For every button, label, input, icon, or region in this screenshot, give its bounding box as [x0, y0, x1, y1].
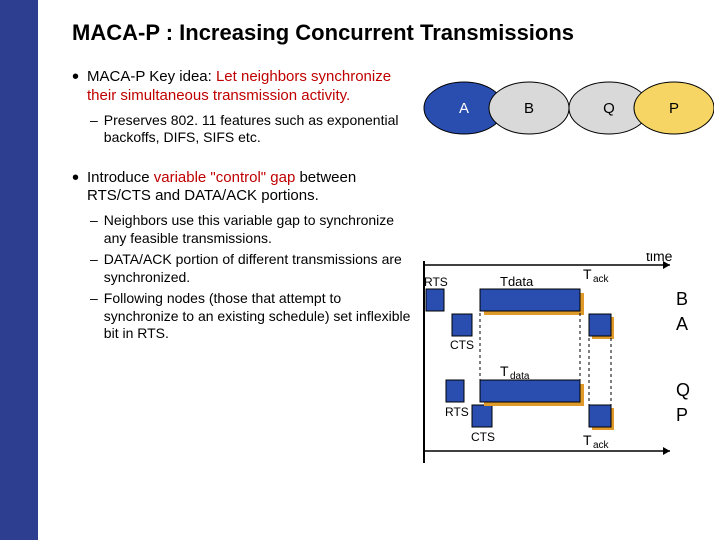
tack-top-sub: ack [593, 274, 610, 285]
dash-icon: – [90, 212, 98, 247]
nodes-diagram: ABQP [414, 78, 714, 148]
cts-label-2: CTS [471, 430, 495, 444]
dash-icon: – [90, 290, 98, 343]
arrow-icon [663, 447, 670, 455]
ack-1 [589, 314, 611, 336]
tdata-2-sub: data [510, 371, 530, 382]
data-1 [480, 289, 580, 311]
row-A: A [676, 314, 688, 334]
data-2 [480, 380, 580, 402]
diagram-col: ABQP timeRTSCTSTdataTackBARTSCTSTdataTac… [414, 68, 690, 347]
cts-1 [452, 314, 472, 336]
page-title: MACA-P : Increasing Concurrent Transmiss… [72, 20, 690, 46]
node-label-B: B [524, 100, 534, 117]
tdata-2: T [500, 363, 509, 379]
bullet-1: • MACA-P Key idea: Let neighbors synchro… [72, 68, 414, 106]
time-label: time [646, 253, 673, 264]
tack-top: T [583, 266, 592, 282]
b2-s1: Neighbors use this variable gap to synch… [104, 212, 414, 247]
dash-icon: – [90, 112, 98, 147]
rts-2 [446, 380, 464, 402]
slide-content: MACA-P : Increasing Concurrent Transmiss… [38, 0, 720, 540]
sub-bullet-1-1: – Preserves 802. 11 features such as exp… [90, 112, 414, 147]
sub-bullet-2-1: – Neighbors use this variable gap to syn… [90, 212, 414, 247]
ack-2 [589, 405, 611, 427]
tack-2-sub: ack [593, 440, 610, 451]
timeline-svg: timeRTSCTSTdataTackBARTSCTSTdataTackQP [404, 253, 714, 488]
b2-s3: Following nodes (those that attempt to s… [104, 290, 414, 343]
cts-label-1: CTS [450, 338, 474, 352]
tdata-label-1: Tdata [500, 274, 534, 289]
blue-sidebar [0, 0, 38, 540]
row-Q: Q [676, 380, 690, 400]
sub-bullet-2-2: – DATA/ACK portion of different transmis… [90, 251, 414, 286]
rts-label-2: RTS [445, 405, 469, 419]
b2-pre: Introduce [87, 169, 154, 186]
bullet-icon: • [72, 169, 79, 207]
bullet-1-text: MACA-P Key idea: Let neighbors synchroni… [87, 68, 414, 106]
row-P: P [676, 405, 688, 425]
row-B: B [676, 289, 688, 309]
bullet-2-text: Introduce variable "control" gap between… [87, 169, 414, 207]
b2-s2: DATA/ACK portion of different transmissi… [104, 251, 414, 286]
tack-2: T [583, 432, 592, 448]
node-label-Q: Q [603, 100, 615, 117]
timeline-diagram: timeRTSCTSTdataTackBARTSCTSTdataTackQP [404, 253, 714, 488]
node-label-A: A [459, 100, 469, 117]
bullet-2: • Introduce variable "control" gap betwe… [72, 169, 414, 207]
bullet-icon: • [72, 68, 79, 106]
cts-2 [472, 405, 492, 427]
b1-pre: MACA-P Key idea: [87, 68, 216, 85]
top-row: • MACA-P Key idea: Let neighbors synchro… [72, 68, 690, 347]
sub-bullet-2-3: – Following nodes (those that attempt to… [90, 290, 414, 343]
rts-label-1: RTS [424, 275, 448, 289]
b1-s1: Preserves 802. 11 features such as expon… [104, 112, 414, 147]
bullets-col-top: • MACA-P Key idea: Let neighbors synchro… [72, 68, 414, 347]
dash-icon: – [90, 251, 98, 286]
rts-1 [426, 289, 444, 311]
node-label-P: P [669, 100, 679, 117]
b2-hl: variable "control" gap [154, 169, 296, 186]
